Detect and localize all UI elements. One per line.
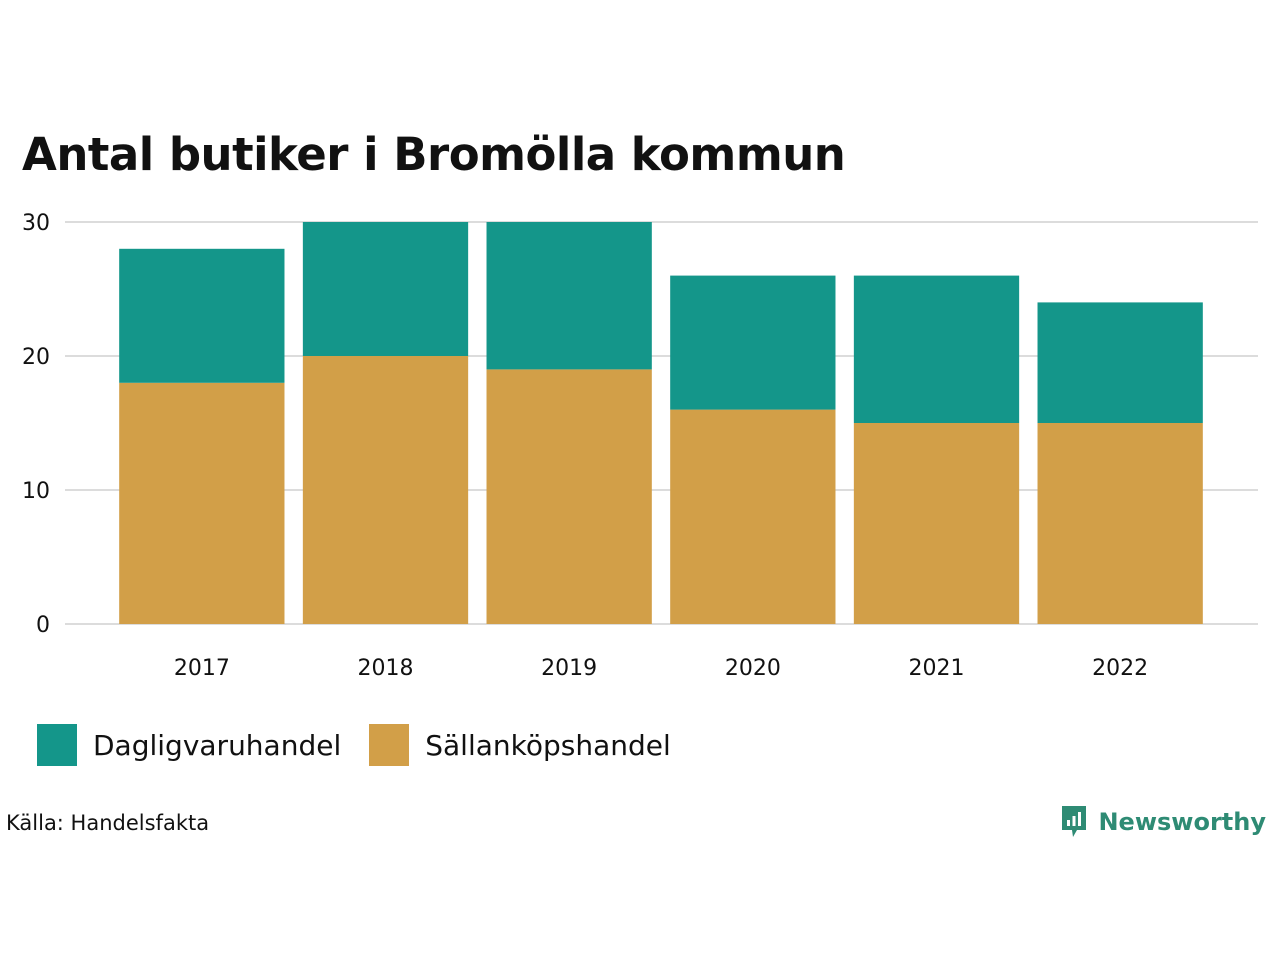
- y-axis-tick-labels: 0 10 20 30: [22, 211, 50, 638]
- x-tick-label: 2019: [541, 656, 597, 681]
- bar-2017-sallankopshandel: [119, 382, 285, 624]
- bar-2021-sallankopshandel: [853, 423, 1020, 624]
- bar-2020-dagligvaruhandel: [670, 275, 836, 410]
- x-axis-tick-labels: 2017 2018 2019 2020 2021 2022: [174, 656, 1148, 681]
- y-tick-label: 20: [22, 345, 50, 370]
- x-tick-label: 2020: [725, 656, 781, 681]
- y-tick-label: 0: [36, 613, 50, 638]
- x-tick-label: 2018: [358, 656, 414, 681]
- brand: Newsworthy: [1060, 804, 1266, 840]
- bar-2019-dagligvaruhandel: [486, 222, 652, 370]
- bars: [119, 222, 1203, 624]
- x-tick-label: 2017: [174, 656, 230, 681]
- bar-2018-dagligvaruhandel: [302, 222, 469, 356]
- legend-label-sallankopshandel: Sällanköpshandel: [425, 728, 671, 762]
- legend-item-dagligvaruhandel: Dagligvaruhandel: [37, 724, 341, 766]
- legend-swatch-sallankopshandel: [369, 724, 410, 766]
- x-tick-label: 2021: [909, 656, 965, 681]
- y-tick-label: 30: [22, 211, 50, 236]
- legend-label-dagligvaruhandel: Dagligvaruhandel: [93, 728, 342, 762]
- bar-2017-dagligvaruhandel: [119, 248, 285, 383]
- bar-2021-dagligvaruhandel: [853, 275, 1020, 423]
- bar-2020-sallankopshandel: [670, 409, 836, 624]
- chart-title: Antal butiker i Bromölla kommun: [22, 128, 846, 181]
- stacked-bar-chart: 0 10 20 30 2017 2018 2019 2020 2021 2022: [22, 211, 1258, 681]
- x-tick-label: 2022: [1092, 656, 1148, 681]
- brand-name: Newsworthy: [1098, 808, 1266, 836]
- source-note: Källa: Handelsfakta: [6, 811, 210, 835]
- bar-2022-dagligvaruhandel: [1037, 302, 1203, 423]
- newsworthy-logo-icon: [1062, 806, 1087, 837]
- bar-2019-sallankopshandel: [486, 369, 652, 624]
- legend-swatch-dagligvaruhandel: [37, 724, 77, 766]
- legend: Dagligvaruhandel Sällanköpshandel: [37, 724, 699, 766]
- y-tick-label: 10: [22, 479, 50, 504]
- legend-item-sallankopshandel: Sällanköpshandel: [369, 724, 671, 766]
- bar-2018-sallankopshandel: [302, 356, 469, 624]
- bar-2022-sallankopshandel: [1037, 423, 1203, 624]
